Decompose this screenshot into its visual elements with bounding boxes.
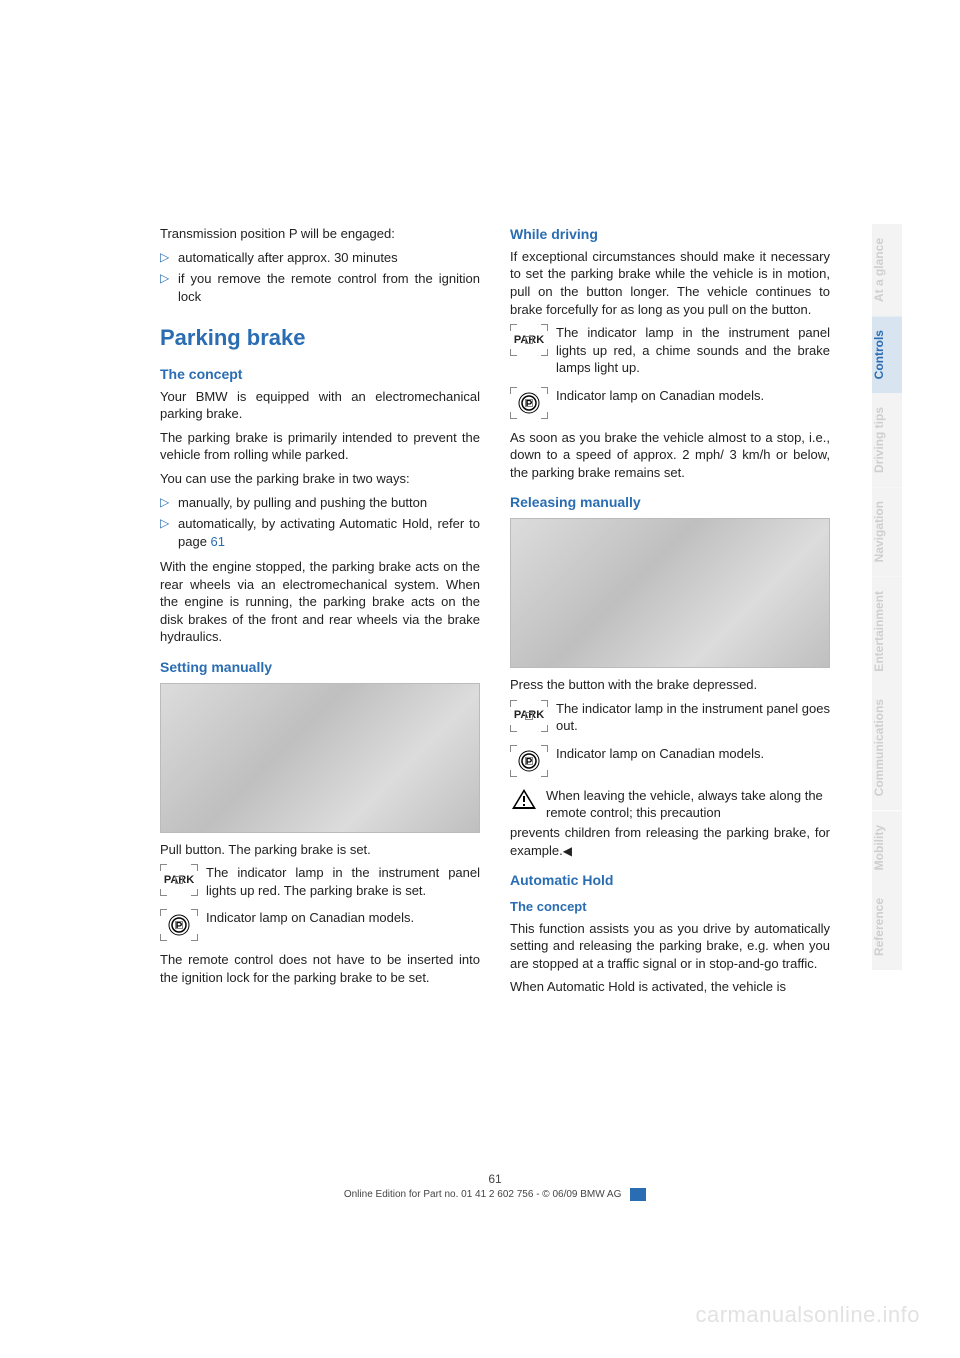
tab-entertainment[interactable]: Entertainment bbox=[872, 577, 902, 686]
right-column: While driving If exceptional circumstanc… bbox=[510, 225, 830, 1002]
bullet-item: ▷ if you remove the remote control from … bbox=[160, 270, 480, 305]
tab-mobility[interactable]: Mobility bbox=[872, 811, 902, 884]
body-text: Pull button. The parking brake is set. bbox=[160, 841, 480, 859]
bullet-text: automatically after approx. 30 minutes bbox=[178, 249, 480, 267]
warning-rest-text: prevents children from releasing the par… bbox=[510, 824, 830, 859]
indicator-row-canadian: P Indicator lamp on Canadian models. bbox=[160, 909, 480, 941]
circle-p-icon: P bbox=[517, 749, 541, 773]
tab-driving-tips[interactable]: Driving tips bbox=[872, 393, 902, 487]
canadian-p-indicator-icon: P bbox=[510, 387, 548, 419]
release-brake-image bbox=[510, 518, 830, 668]
bullet-item: ▷ automatically, by activating Automatic… bbox=[160, 515, 480, 550]
body-text: Your BMW is equipped with an electromech… bbox=[160, 388, 480, 423]
body-text: You can use the parking brake in two way… bbox=[160, 470, 480, 488]
page-number: 61 bbox=[160, 1172, 830, 1186]
bullet-item: ▷ manually, by pulling and pushing the b… bbox=[160, 494, 480, 512]
body-text: Press the button with the brake depresse… bbox=[510, 676, 830, 694]
indicator-text: The indicator lamp in the instrument pan… bbox=[556, 700, 830, 735]
subheading-while-driving: While driving bbox=[510, 225, 830, 244]
warning-row: When leaving the vehicle, always take al… bbox=[510, 787, 830, 822]
triangle-bullet-icon: ▷ bbox=[160, 515, 178, 550]
icon-label: PARK bbox=[164, 873, 194, 888]
indicator-row-canadian: P Indicator lamp on Canadian models. bbox=[510, 745, 830, 777]
park-indicator-icon: PARK bbox=[160, 864, 198, 896]
body-text: As soon as you brake the vehicle almost … bbox=[510, 429, 830, 482]
indicator-row-park: PARK The indicator lamp in the instrumen… bbox=[160, 864, 480, 899]
body-text: The remote control does not have to be i… bbox=[160, 951, 480, 986]
body-text: If exceptional circumstances should make… bbox=[510, 248, 830, 318]
canadian-p-indicator-icon: P bbox=[160, 909, 198, 941]
park-indicator-icon: PARK bbox=[510, 700, 548, 732]
side-tabs: At a glance Controls Driving tips Naviga… bbox=[872, 224, 902, 970]
body-text: The parking brake is primarily intended … bbox=[160, 429, 480, 464]
indicator-text: Indicator lamp on Canadian models. bbox=[556, 387, 830, 405]
warning-triangle-icon bbox=[510, 787, 538, 811]
subheading-releasing: Releasing manually bbox=[510, 493, 830, 512]
tab-navigation[interactable]: Navigation bbox=[872, 487, 902, 576]
triangle-bullet-icon: ▷ bbox=[160, 249, 178, 267]
bullet-text: manually, by pulling and pushing the but… bbox=[178, 494, 480, 512]
subheading-automatic-hold: Automatic Hold bbox=[510, 871, 830, 890]
svg-text:P: P bbox=[526, 399, 533, 410]
icon-label: PARK bbox=[514, 708, 544, 723]
page-footer: 61 Online Edition for Part no. 01 41 2 6… bbox=[160, 1172, 830, 1201]
indicator-row-canadian: P Indicator lamp on Canadian models. bbox=[510, 387, 830, 419]
footer-marker-icon bbox=[630, 1188, 646, 1201]
indicator-text: The indicator lamp in the instrument pan… bbox=[206, 864, 480, 899]
triangle-bullet-icon: ▷ bbox=[160, 270, 178, 305]
svg-text:P: P bbox=[176, 921, 183, 932]
warning-rest-span: prevents children from releasing the par… bbox=[510, 825, 830, 858]
circle-p-icon: P bbox=[517, 391, 541, 415]
indicator-text: Indicator lamp on Canadian models. bbox=[206, 909, 480, 927]
tab-at-a-glance[interactable]: At a glance bbox=[872, 224, 902, 316]
body-text: This function assists you as you drive b… bbox=[510, 920, 830, 973]
tab-reference[interactable]: Reference bbox=[872, 884, 902, 970]
bullet-item: ▷ automatically after approx. 30 minutes bbox=[160, 249, 480, 267]
page-content: Transmission position P will be engaged:… bbox=[160, 225, 830, 1002]
icon-label: PARK bbox=[514, 333, 544, 348]
page-link[interactable]: 61 bbox=[211, 534, 225, 549]
watermark-text: carmanualsonline.info bbox=[695, 1302, 920, 1328]
subsubheading-concept: The concept bbox=[510, 898, 830, 916]
canadian-p-indicator-icon: P bbox=[510, 745, 548, 777]
subheading-setting: Setting manually bbox=[160, 658, 480, 677]
subheading-concept: The concept bbox=[160, 365, 480, 384]
circle-p-icon: P bbox=[167, 913, 191, 937]
section-heading: Parking brake bbox=[160, 323, 480, 353]
bullet-text: if you remove the remote control from th… bbox=[178, 270, 480, 305]
warning-lead-text: When leaving the vehicle, always take al… bbox=[546, 787, 830, 822]
end-mark-icon: ◀ bbox=[563, 844, 572, 858]
body-text: With the engine stopped, the parking bra… bbox=[160, 558, 480, 646]
footer-line: Online Edition for Part no. 01 41 2 602 … bbox=[344, 1189, 622, 1200]
indicator-row-park: PARK The indicator lamp in the instrumen… bbox=[510, 324, 830, 377]
tab-communications[interactable]: Communications bbox=[872, 685, 902, 810]
svg-text:P: P bbox=[526, 757, 533, 768]
left-column: Transmission position P will be engaged:… bbox=[160, 225, 480, 1002]
tab-controls[interactable]: Controls bbox=[872, 316, 902, 393]
two-column-layout: Transmission position P will be engaged:… bbox=[160, 225, 830, 1002]
bullet-list-1: ▷ automatically after approx. 30 minutes… bbox=[160, 249, 480, 306]
bullet-text: automatically, by activating Automatic H… bbox=[178, 515, 480, 550]
parking-brake-image bbox=[160, 683, 480, 833]
indicator-row-park: PARK The indicator lamp in the instrumen… bbox=[510, 700, 830, 735]
park-indicator-icon: PARK bbox=[510, 324, 548, 356]
triangle-bullet-icon: ▷ bbox=[160, 494, 178, 512]
intro-text: Transmission position P will be engaged: bbox=[160, 225, 480, 243]
indicator-text: Indicator lamp on Canadian models. bbox=[556, 745, 830, 763]
bullet-list-2: ▷ manually, by pulling and pushing the b… bbox=[160, 494, 480, 551]
indicator-text: The indicator lamp in the instrument pan… bbox=[556, 324, 830, 377]
body-text: When Automatic Hold is activated, the ve… bbox=[510, 978, 830, 996]
